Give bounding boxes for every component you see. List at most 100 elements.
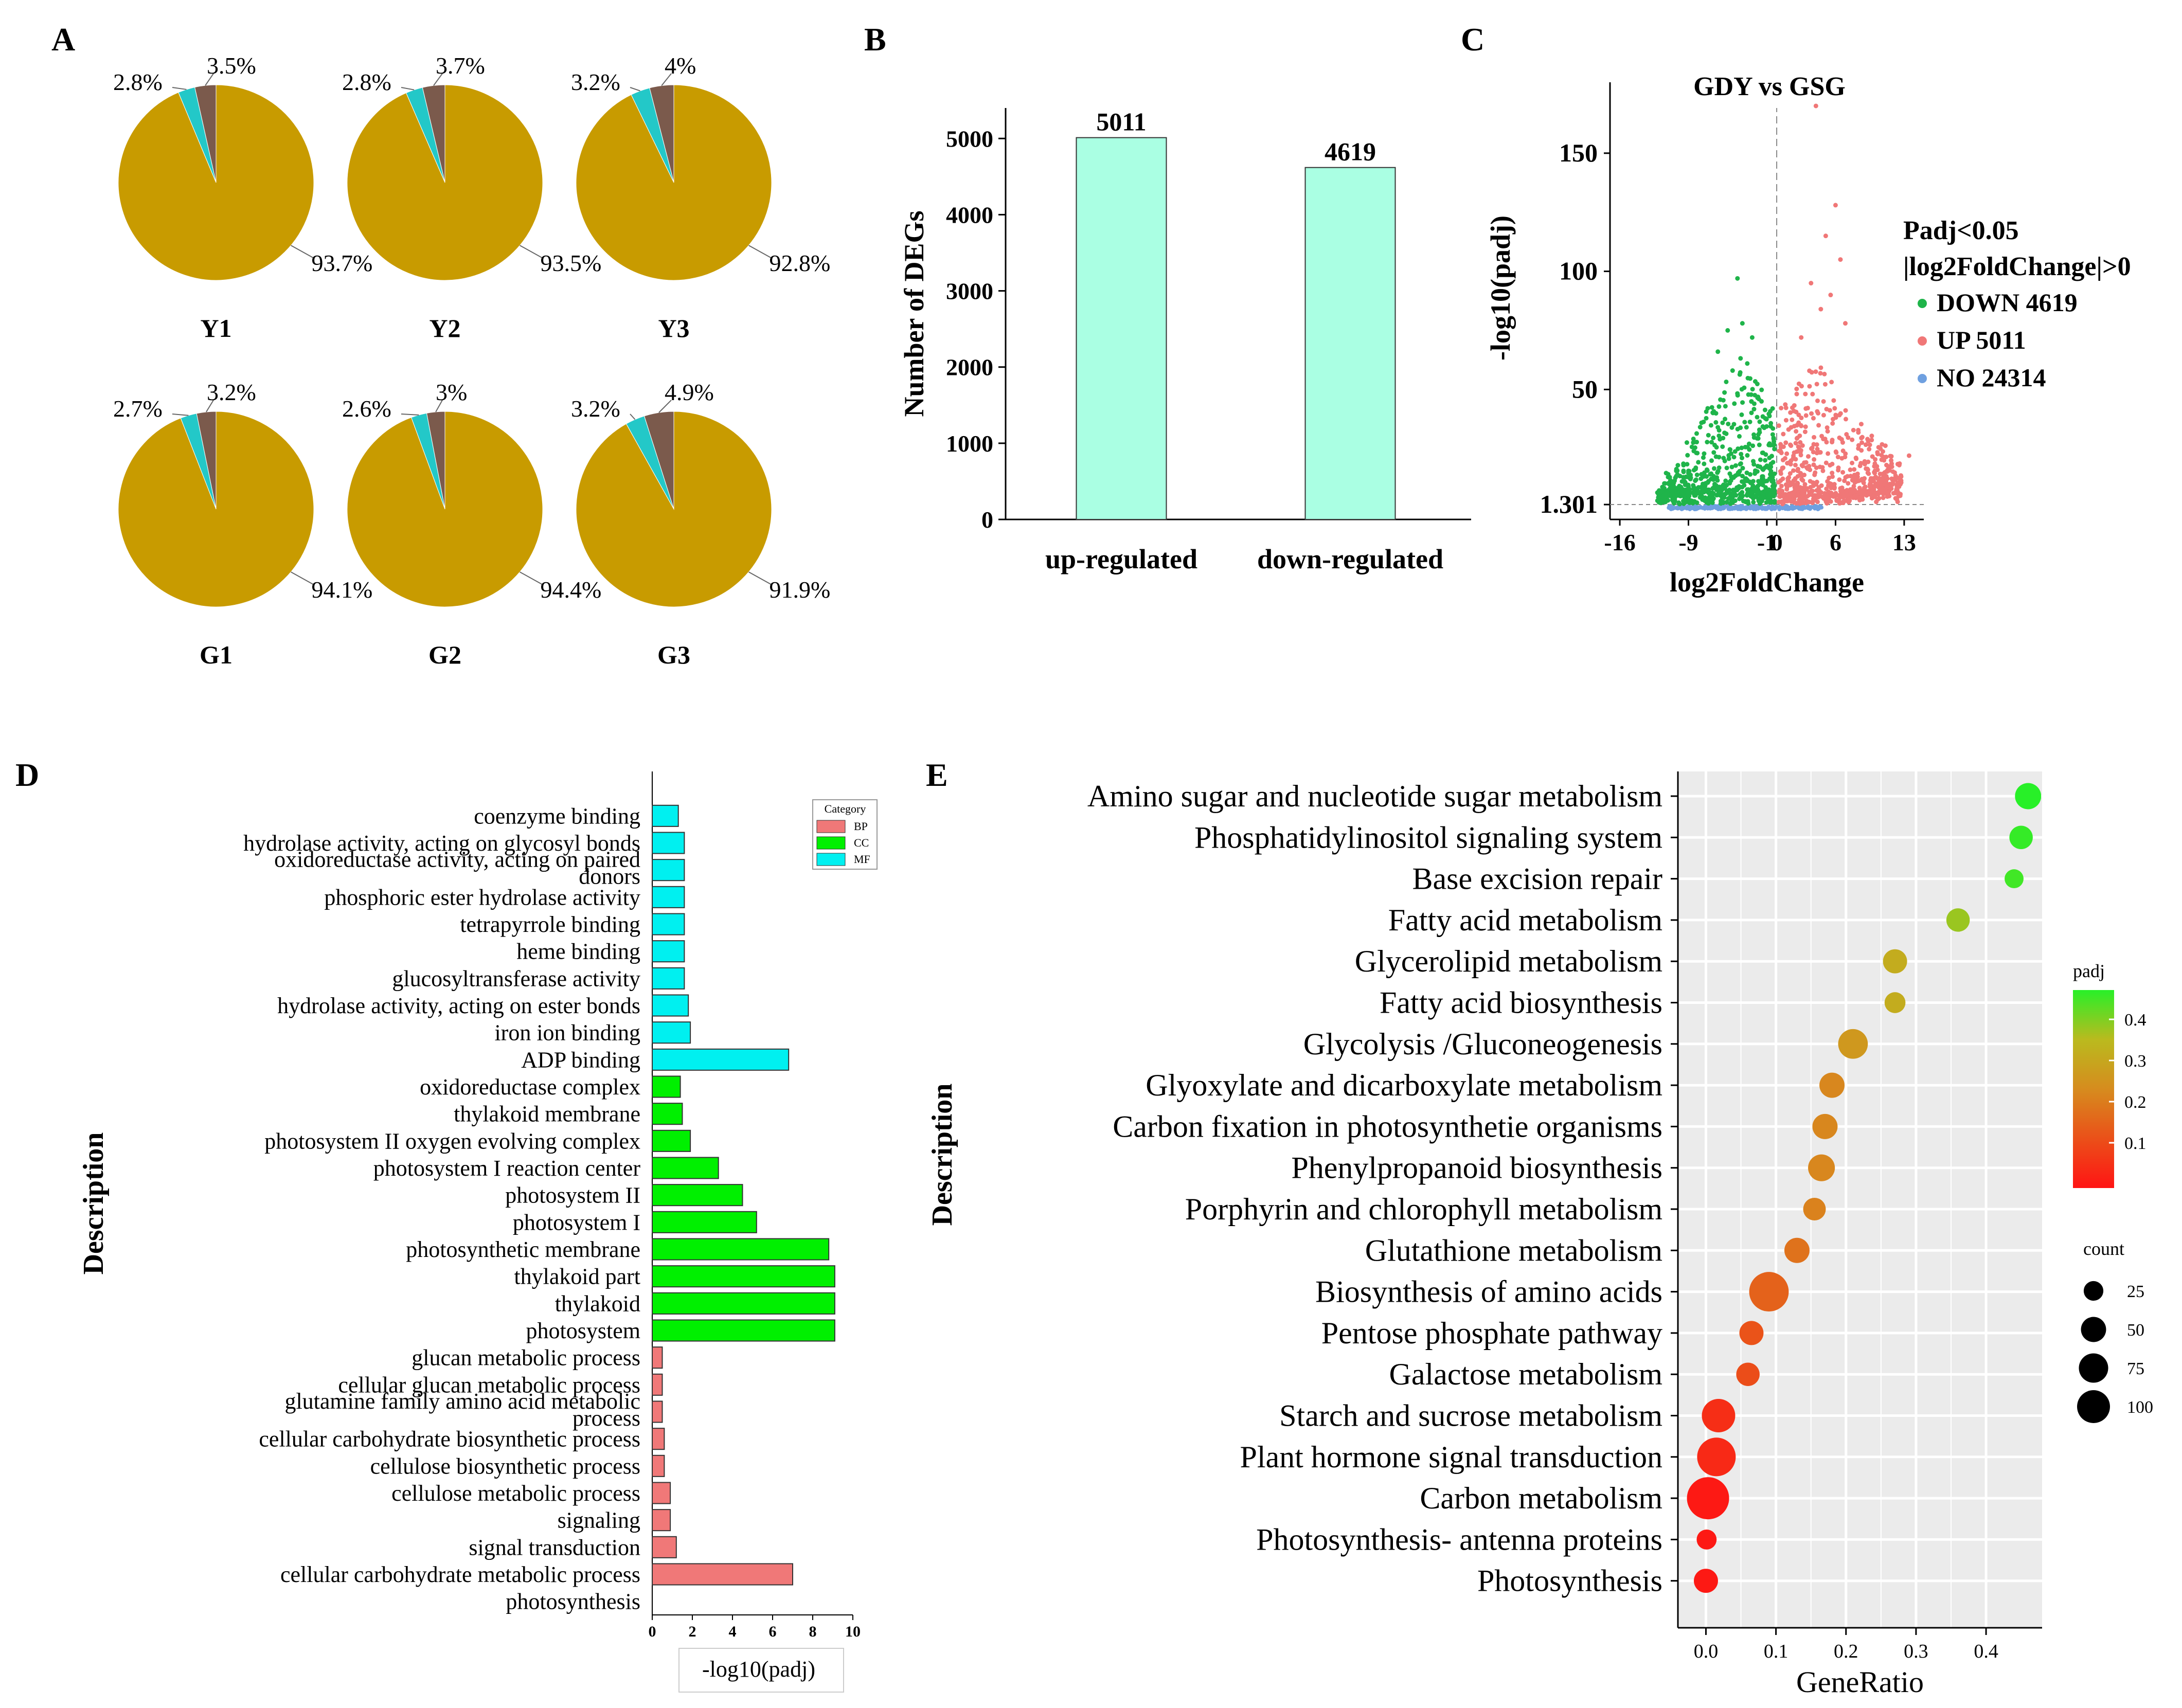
volcano-point-up — [1794, 391, 1799, 397]
kegg-bubble-13 — [1739, 1321, 1764, 1345]
volcano-point-down — [1768, 469, 1774, 474]
kegg-x-tick-label: 0.0 — [1694, 1641, 1719, 1662]
volcano-point-up — [1831, 398, 1836, 403]
volcano-point-up — [1897, 476, 1902, 481]
volcano-point-up — [1838, 257, 1843, 262]
volcano-point-down — [1738, 356, 1743, 361]
go-label-18: thylakoid — [555, 1291, 640, 1316]
volcano-point-up — [1779, 493, 1784, 498]
volcano-point-down — [1749, 335, 1755, 340]
panel-label-c: C — [1461, 21, 1485, 58]
go-x-tick-label: 10 — [845, 1623, 861, 1640]
volcano-point-up — [1818, 371, 1823, 376]
volcano-point-up — [1835, 455, 1840, 460]
volcano-point-up — [1814, 479, 1819, 484]
volcano-point-up — [1781, 500, 1786, 506]
volcano-point-down — [1739, 445, 1744, 451]
volcano-x-tick-label: -9 — [1678, 529, 1698, 555]
go-x-tick-label: 4 — [729, 1623, 737, 1640]
volcano-point-down — [1710, 410, 1715, 415]
pie-g1-slice-main — [118, 411, 314, 607]
volcano-point-up — [1780, 465, 1785, 471]
bar-category-label-0: up-regulated — [1045, 544, 1197, 574]
volcano-point-no — [1693, 505, 1698, 509]
kegg-bubble-4 — [1883, 949, 1907, 974]
volcano-point-down — [1689, 444, 1694, 450]
volcano-point-up — [1783, 402, 1788, 407]
volcano-point-no — [1716, 506, 1721, 511]
volcano-point-down — [1722, 390, 1727, 395]
volcano-point-down — [1758, 457, 1763, 462]
volcano-point-up — [1800, 489, 1805, 494]
volcano-point-up — [1884, 474, 1889, 479]
volcano-point-down — [1737, 484, 1742, 489]
volcano-point-up — [1879, 487, 1884, 492]
go-label-23: cellular carbohydrate biosynthetic proce… — [259, 1427, 640, 1452]
volcano-point-up — [1811, 442, 1816, 447]
volcano-point-down — [1682, 479, 1687, 484]
volcano-point-up — [1831, 492, 1836, 497]
pie-g3-leader-brown — [658, 400, 672, 413]
volcano-point-up — [1884, 484, 1889, 490]
volcano-point-up — [1843, 408, 1848, 413]
kegg-size-legend-label-0: 25 — [2127, 1282, 2144, 1301]
volcano-point-up — [1823, 460, 1829, 465]
volcano-point-down — [1713, 420, 1719, 425]
volcano-point-up — [1897, 462, 1902, 468]
volcano-point-up — [1816, 423, 1821, 428]
volcano-point-down — [1705, 440, 1710, 445]
volcano-point-down — [1740, 455, 1745, 460]
kegg-colorbar-tick-label: 0.1 — [2124, 1134, 2147, 1153]
volcano-point-down — [1657, 490, 1662, 495]
volcano-point-down — [1739, 412, 1744, 417]
volcano-point-up — [1810, 493, 1815, 498]
kegg-x-tick-label: 0.4 — [1974, 1641, 1998, 1662]
pie-g2-label-cyan: 2.6% — [342, 395, 391, 422]
volcano-point-down — [1695, 451, 1700, 456]
volcano-point-up — [1875, 476, 1880, 481]
volcano-point-up — [1799, 423, 1804, 428]
volcano-point-up — [1814, 465, 1819, 470]
kegg-label-1: Phosphatidylinositol signaling system — [1194, 820, 1662, 854]
volcano-point-down — [1675, 472, 1680, 477]
volcano-point-down — [1764, 417, 1769, 422]
volcano-point-down — [1760, 450, 1765, 455]
kegg-size-legend-marker-0 — [2083, 1281, 2104, 1301]
go-x-tick-label: 0 — [649, 1623, 656, 1640]
volcano-point-down — [1729, 464, 1734, 470]
pie-g2-name: G2 — [428, 640, 461, 669]
volcano-point-up — [1799, 335, 1804, 340]
volcano-point-up — [1786, 479, 1791, 484]
volcano-point-up — [1786, 494, 1792, 499]
go-label-4: tetrapyrrole binding — [460, 912, 640, 937]
volcano-point-up — [1843, 417, 1848, 422]
volcano-point-up — [1791, 456, 1796, 461]
kegg-label-18: Photosynthesis- antenna proteins — [1256, 1522, 1662, 1556]
volcano-point-down — [1687, 493, 1692, 498]
volcano-point-down — [1699, 472, 1704, 477]
volcano-point-down — [1691, 483, 1696, 488]
volcano-point-down — [1751, 462, 1757, 467]
volcano-point-up — [1840, 500, 1846, 506]
volcano-point-down — [1756, 498, 1761, 504]
volcano-point-down — [1703, 497, 1708, 502]
volcano-point-up — [1800, 496, 1805, 501]
volcano-y-tick-label: 1.301 — [1540, 490, 1598, 518]
volcano-point-down — [1740, 474, 1745, 479]
volcano-point-up — [1807, 499, 1812, 505]
go-bar-26 — [652, 1509, 671, 1532]
volcano-point-down — [1738, 370, 1743, 375]
volcano-point-down — [1739, 452, 1744, 457]
volcano-point-down — [1702, 461, 1707, 466]
volcano-point-up — [1803, 413, 1809, 418]
volcano-point-no — [1772, 506, 1777, 511]
panel-label-b: B — [864, 21, 886, 58]
go-label-26: signaling — [558, 1508, 640, 1533]
volcano-point-up — [1792, 450, 1797, 455]
volcano-point-down — [1747, 376, 1752, 381]
volcano-point-down — [1723, 417, 1728, 422]
volcano-point-down — [1742, 385, 1747, 390]
pie-g2-label-main: 94.4% — [541, 577, 602, 603]
volcano-point-down — [1687, 487, 1692, 492]
volcano-point-down — [1763, 458, 1768, 463]
